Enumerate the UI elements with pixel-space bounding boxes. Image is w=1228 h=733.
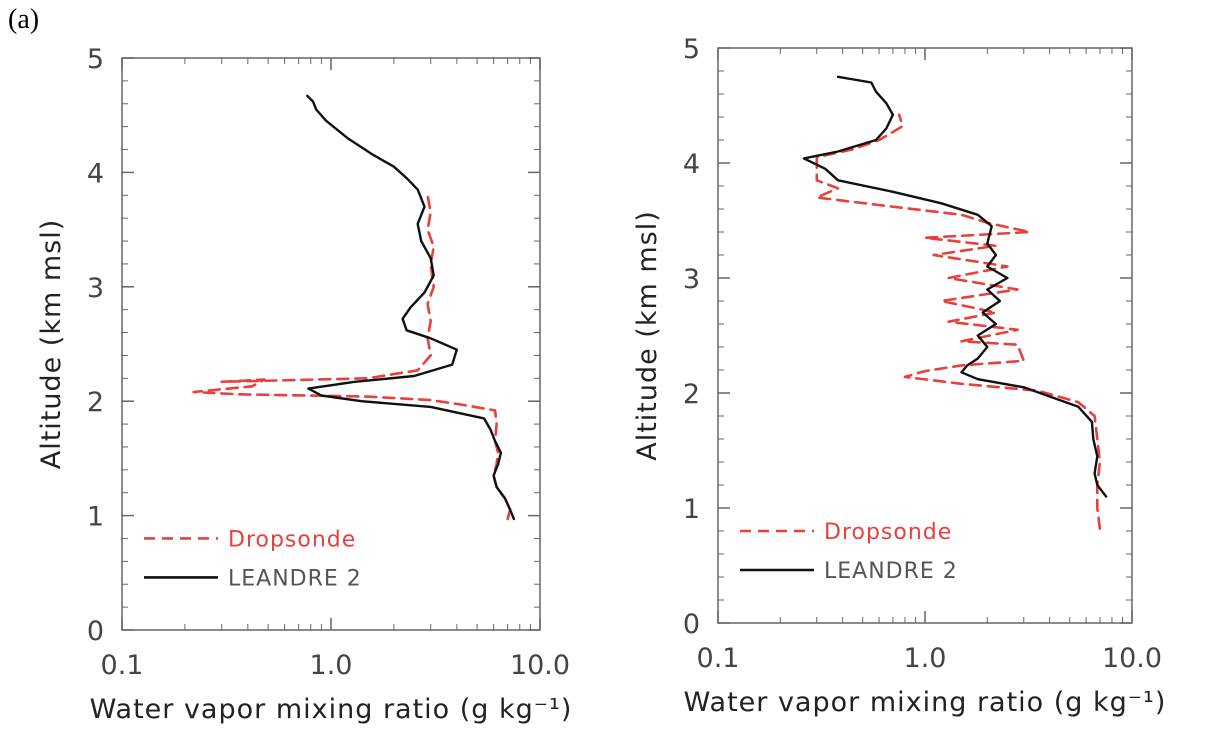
legend-label: Dropsonde — [228, 527, 356, 552]
y-tick-label: 4 — [87, 158, 104, 189]
series-line-dropsonde — [815, 113, 1102, 530]
series-line-leandre-2 — [802, 75, 1108, 498]
y-tick-label: 1 — [683, 494, 700, 525]
y-tick-label: 1 — [87, 502, 104, 533]
x-tick-label: 10.0 — [1102, 643, 1162, 674]
y-tick-label: 3 — [87, 273, 104, 304]
x-tick-label: 1.0 — [310, 650, 353, 681]
x-tick-label: 0.1 — [697, 643, 740, 674]
y-tick-label: 2 — [87, 387, 104, 418]
y-tick-label: 5 — [87, 44, 104, 75]
legend-label: LEANDRE 2 — [824, 559, 958, 584]
y-tick-label: 0 — [683, 609, 700, 640]
y-tick-label: 3 — [683, 264, 700, 295]
x-axis-title: Water vapor mixing ratio (g kg⁻¹) — [684, 687, 1167, 718]
legend-label: LEANDRE 2 — [228, 566, 362, 591]
panel-label: (a) — [8, 4, 40, 35]
x-tick-label: 1.0 — [904, 643, 947, 674]
y-tick-label: 2 — [683, 379, 700, 410]
y-tick-label: 5 — [683, 34, 700, 65]
y-tick-label: 0 — [87, 616, 104, 647]
x-tick-label: 0.1 — [101, 650, 144, 681]
legend-label: Dropsonde — [824, 520, 952, 545]
x-axis-title: Water vapor mixing ratio (g kg⁻¹) — [90, 694, 573, 725]
y-axis-title: Altitude (km msl) — [36, 219, 67, 470]
y-axis-title: Altitude (km msl) — [632, 210, 663, 461]
series-line-leandre-2 — [306, 94, 516, 521]
y-tick-label: 4 — [683, 149, 700, 180]
x-tick-label: 10.0 — [510, 650, 570, 681]
